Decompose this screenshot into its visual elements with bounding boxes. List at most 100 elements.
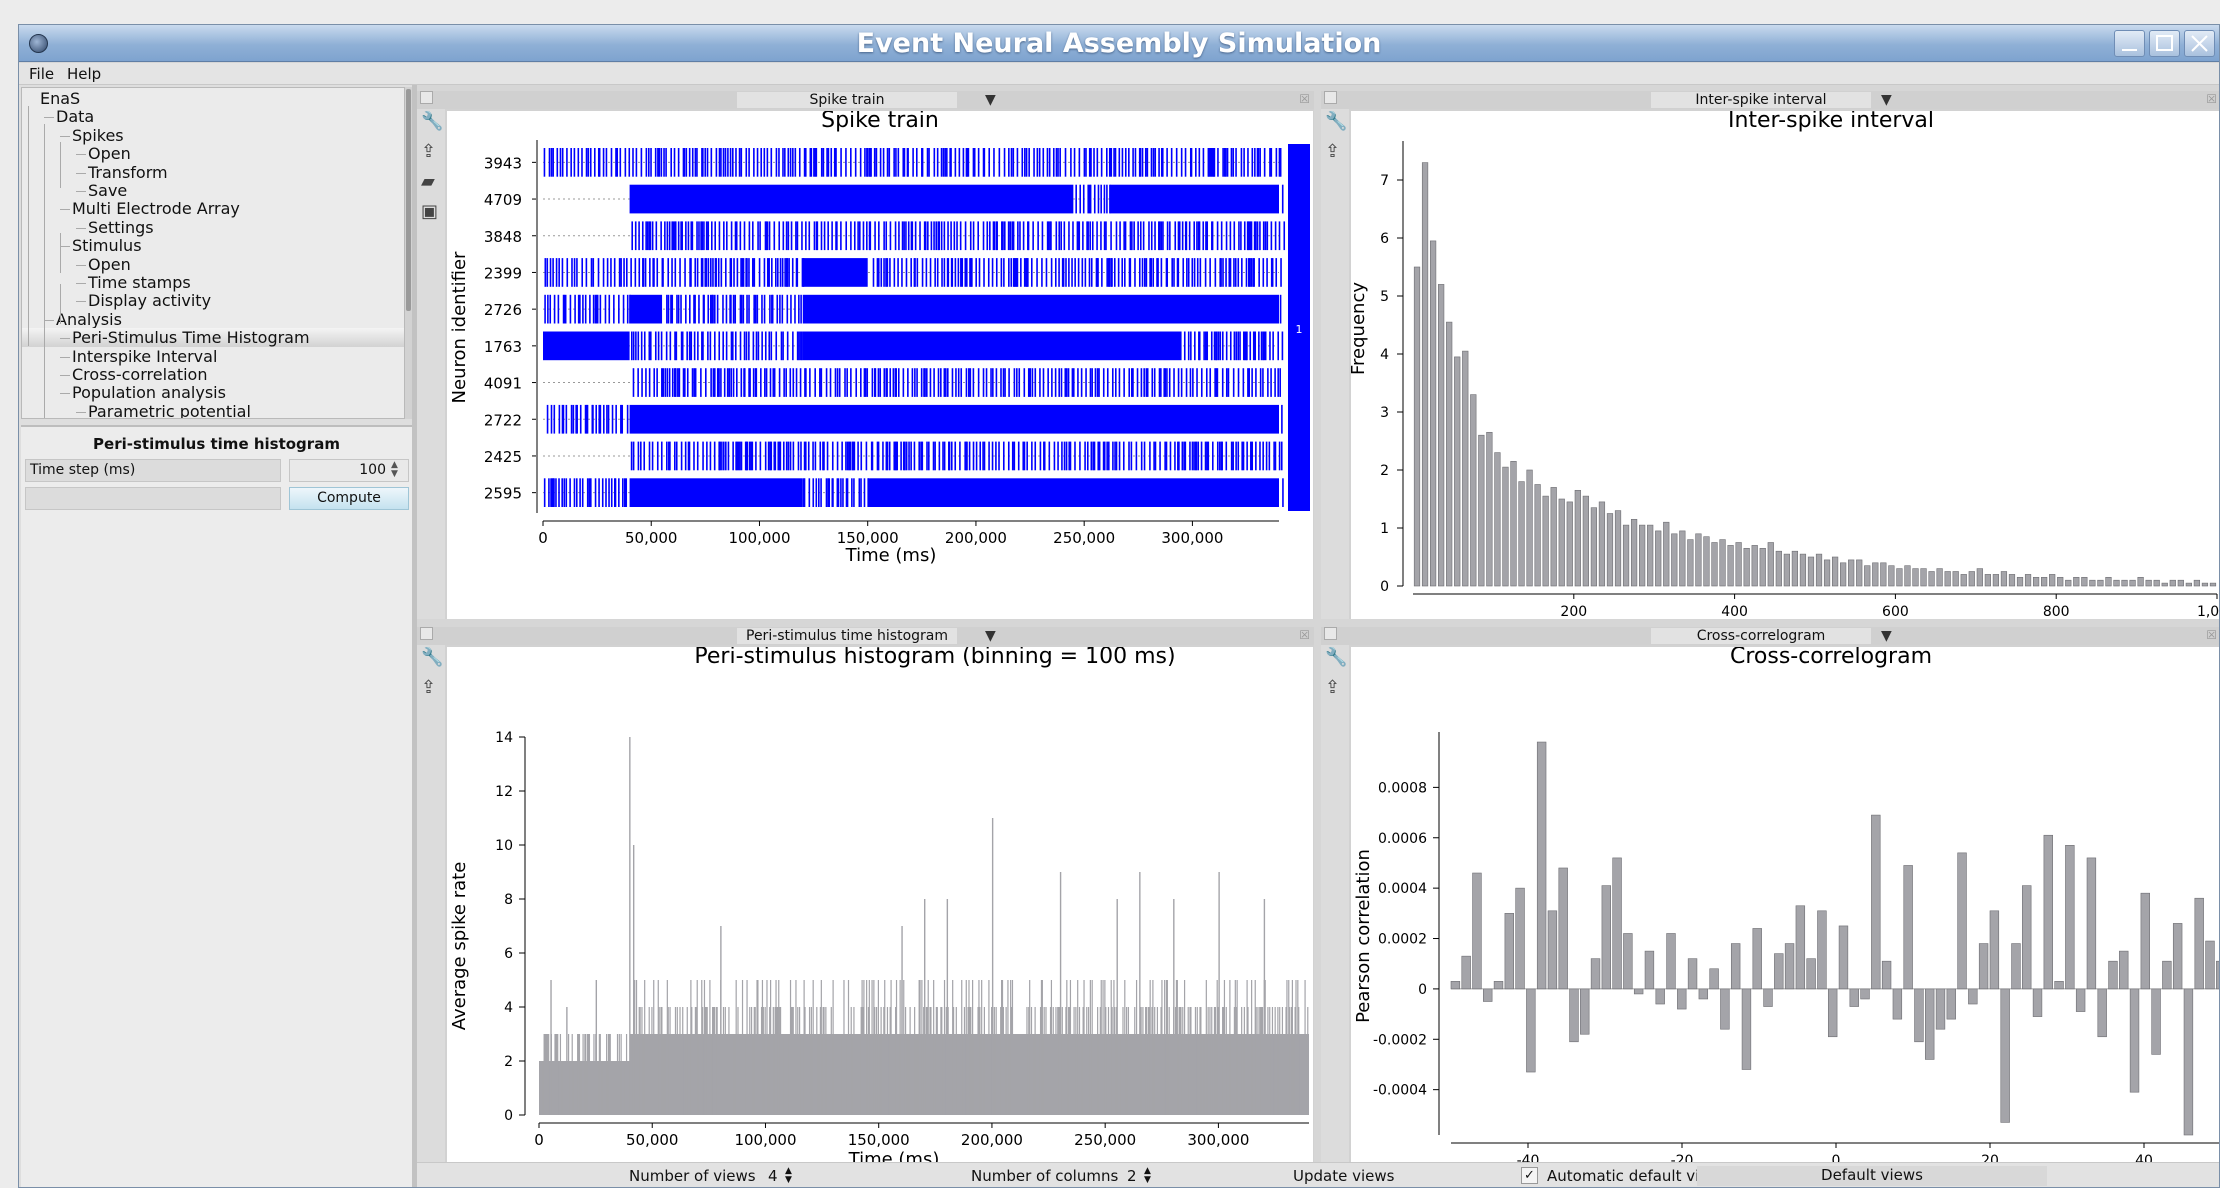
histogram-bar [2008,574,2016,587]
dropdown-arrow-icon[interactable]: ▼ [985,628,996,644]
views-count-value[interactable]: 4 [768,1167,778,1185]
tree-item[interactable]: Spikes [72,125,124,145]
menu-file[interactable]: File [29,65,55,83]
tree-item[interactable]: Multi Electrode Array [72,199,240,219]
tree-item[interactable]: Cross-correlation [72,365,208,384]
expand-icon[interactable] [420,627,433,640]
tree-connector [60,142,61,188]
tree-item[interactable]: Interspike Interval [72,346,218,366]
spike-mark [1251,441,1254,471]
spike-mark [1255,221,1257,251]
panel-splitter[interactable] [412,85,417,1187]
update-views-button[interactable]: Update views [1293,1167,1395,1185]
minimize-icon[interactable] [2114,30,2145,57]
export-icon[interactable]: ⇪ [1325,677,1341,698]
spike-block [802,258,868,287]
tree-item[interactable]: Open [88,144,131,164]
tree-item[interactable]: Settings [88,217,154,237]
correlation-bar [2054,981,2064,990]
spike-mark [864,148,866,177]
view-selector[interactable]: Inter-spike interval [1651,92,1871,108]
compute-button[interactable]: Compute [289,487,409,510]
view-close-icon[interactable]: ☒ [2206,92,2217,106]
spike-mark [1026,441,1028,471]
correlation-bar [2140,892,2150,990]
tree-item[interactable]: Display activity [88,291,212,311]
view-selector[interactable]: Spike train [737,92,957,108]
spike-mark [1274,368,1276,397]
spike-mark [739,294,742,324]
spike-mark [959,221,962,251]
export-icon[interactable]: ⇪ [1325,141,1341,162]
columns-count-value[interactable]: 2 [1127,1167,1137,1185]
view-close-icon[interactable]: ☒ [1299,92,1310,106]
default-views-button[interactable]: Default views [1697,1166,2047,1186]
export-icon[interactable]: ⇪ [421,677,437,698]
views-spinner-icon[interactable]: ▲ ▼ [785,1166,792,1185]
close-icon[interactable] [2184,30,2215,57]
spike-mark [1183,331,1186,361]
view-close-icon[interactable]: ☒ [2206,628,2217,642]
spike-mark [1244,331,1246,361]
histogram-bar [1872,562,1879,587]
tree-item[interactable]: Data [56,107,95,127]
dropdown-arrow-icon[interactable]: ▼ [1881,628,1892,644]
tree-item[interactable]: EnaS [40,89,81,108]
tree-item[interactable]: Analysis [56,309,122,329]
spike-mark [713,368,716,397]
export-icon[interactable]: ⇪ [421,141,437,162]
spike-mark [893,441,896,471]
tree-scrollbar-thumb[interactable] [406,89,411,311]
spike-mark [795,368,798,397]
tree-item[interactable]: Population analysis [72,383,226,403]
maximize-icon[interactable] [2149,30,2180,57]
histogram-bar [547,1034,549,1115]
histogram-bar [730,1034,732,1115]
spike-mark [1057,148,1059,177]
wrench-icon[interactable]: 🔧 [1325,647,1348,668]
wrench-icon[interactable]: 🔧 [421,111,444,132]
y-tick-label: 2 [504,1054,513,1070]
checkbox-check-icon[interactable]: ✓ [1521,1167,1538,1184]
time-step-spinner-icon[interactable]: ▲ ▼ [391,460,398,479]
spike-mark [889,368,892,397]
spike-mark [804,148,807,177]
view-selector[interactable]: Cross-correlogram [1651,628,1871,644]
tree-item[interactable]: Open [88,254,131,274]
spike-mark [662,258,664,287]
wrench-icon[interactable]: 🔧 [421,647,444,668]
tree-item[interactable]: Time stamps [88,273,191,292]
dropdown-arrow-icon[interactable]: ▼ [985,92,996,108]
time-step-input[interactable]: 100 [289,459,409,482]
save-icon[interactable]: ▣ [421,201,439,222]
spike-mark [752,221,754,251]
tree-item[interactable]: Peri-Stimulus Time Histogram [72,328,310,348]
histogram-bar [921,980,923,1115]
logo-icon[interactable] [29,34,48,53]
spike-mark [921,148,924,177]
spike-mark [877,258,880,287]
expand-icon[interactable] [1324,91,1337,104]
spike-mark [1037,221,1039,251]
tree-item[interactable]: Save [88,181,128,200]
columns-spinner-icon[interactable]: ▲ ▼ [1144,1166,1151,1185]
spike-mark [696,221,698,251]
folder-open-icon[interactable]: ▰ [421,171,435,192]
histogram-bar [746,980,748,1115]
menu-help[interactable]: Help [67,65,102,83]
view-close-icon[interactable]: ☒ [1299,628,1310,642]
spike-mark [964,221,967,251]
wrench-icon[interactable]: 🔧 [1325,111,1348,132]
view-selector[interactable]: Peri-stimulus time histogram [737,628,957,644]
spike-mark [902,441,905,471]
tree-item[interactable]: Parametric potential [88,401,251,419]
spike-mark [1017,221,1019,251]
spike-mark [689,258,691,287]
dropdown-arrow-icon[interactable]: ▼ [1881,92,1892,108]
tree-item[interactable]: Stimulus [72,236,142,256]
tree-item[interactable]: Transform [88,162,168,182]
expand-icon[interactable] [420,91,433,104]
expand-icon[interactable] [1324,627,1337,640]
spike-mark [660,441,663,471]
